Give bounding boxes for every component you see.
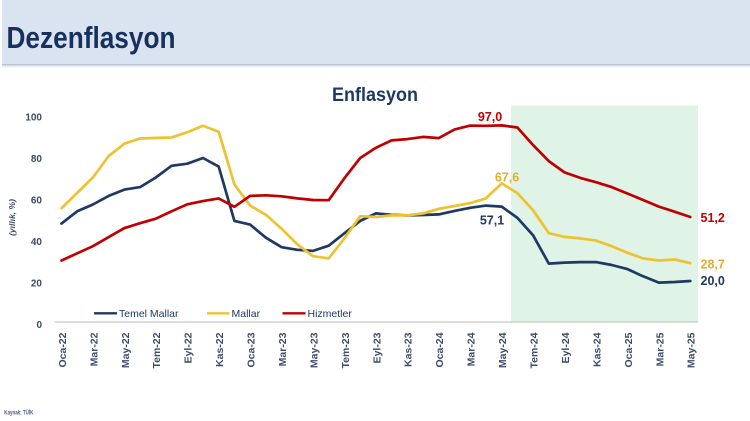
- svg-text:Tem-22: Tem-22: [151, 332, 163, 368]
- svg-text:Kas-24: Kas-24: [591, 332, 603, 367]
- svg-text:97,0: 97,0: [478, 110, 502, 124]
- svg-text:Oca-23: Oca-23: [246, 332, 258, 367]
- svg-text:Enflasyon: Enflasyon: [332, 84, 418, 106]
- svg-text:40: 40: [31, 237, 43, 248]
- svg-text:Mar-23: Mar-23: [277, 332, 289, 366]
- svg-text:Tem-23: Tem-23: [340, 332, 352, 368]
- svg-text:20: 20: [31, 279, 43, 290]
- svg-text:Eyl-22: Eyl-22: [183, 332, 195, 363]
- svg-text:Hizmetler: Hizmetler: [308, 308, 353, 320]
- svg-text:28,7: 28,7: [701, 258, 725, 272]
- svg-text:67,6: 67,6: [495, 171, 519, 185]
- svg-text:Dezenflasyon: Dezenflasyon: [7, 20, 176, 55]
- svg-text:Kas-22: Kas-22: [214, 332, 226, 367]
- svg-text:Oca-25: Oca-25: [623, 332, 635, 367]
- svg-text:May-23: May-23: [308, 332, 320, 368]
- svg-text:0: 0: [36, 320, 42, 331]
- svg-text:(yıllık, %): (yıllık, %): [7, 199, 17, 236]
- svg-text:Tem-24: Tem-24: [529, 332, 541, 368]
- svg-text:Eyl-24: Eyl-24: [560, 332, 572, 363]
- svg-text:Oca-22: Oca-22: [57, 332, 69, 367]
- svg-text:May-22: May-22: [120, 332, 132, 368]
- svg-text:Temel Mallar: Temel Mallar: [119, 308, 179, 320]
- svg-text:51,2: 51,2: [701, 211, 725, 225]
- svg-text:May-25: May-25: [686, 332, 698, 368]
- svg-text:57,1: 57,1: [480, 214, 504, 228]
- svg-text:Kas-23: Kas-23: [403, 332, 415, 367]
- svg-text:Oca-24: Oca-24: [434, 332, 446, 367]
- svg-text:80: 80: [31, 154, 43, 165]
- svg-text:60: 60: [31, 196, 43, 207]
- svg-text:Mar-22: Mar-22: [88, 332, 100, 366]
- svg-text:Mar-25: Mar-25: [654, 332, 666, 366]
- svg-text:May-24: May-24: [497, 332, 509, 368]
- svg-text:Eyl-23: Eyl-23: [371, 332, 383, 363]
- svg-text:20,0: 20,0: [701, 274, 725, 288]
- svg-text:Mallar: Mallar: [232, 308, 261, 320]
- svg-text:Mar-24: Mar-24: [466, 332, 478, 366]
- svg-text:100: 100: [25, 113, 42, 124]
- svg-text:Kaynak: TÜİK: Kaynak: TÜİK: [4, 408, 33, 417]
